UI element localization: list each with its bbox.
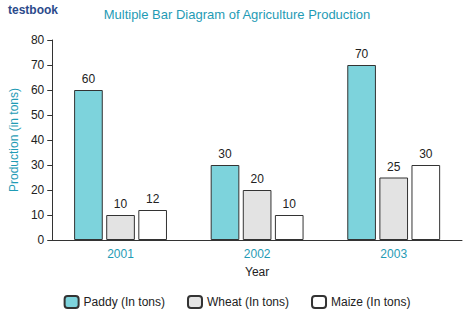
svg-text:70: 70 bbox=[355, 47, 369, 61]
svg-text:20: 20 bbox=[250, 172, 264, 186]
svg-text:30: 30 bbox=[31, 158, 45, 172]
svg-text:10: 10 bbox=[31, 208, 45, 222]
svg-text:Year: Year bbox=[245, 265, 269, 279]
svg-text:10: 10 bbox=[114, 197, 128, 211]
svg-text:Production (in tons): Production (in tons) bbox=[7, 88, 21, 192]
svg-text:Paddy (In tons): Paddy (In tons) bbox=[84, 295, 165, 309]
svg-text:Maize (In tons): Maize (In tons) bbox=[331, 295, 410, 309]
svg-text:10: 10 bbox=[283, 197, 297, 211]
svg-text:0: 0 bbox=[38, 233, 45, 247]
svg-text:2003: 2003 bbox=[380, 247, 407, 261]
svg-text:12: 12 bbox=[146, 192, 160, 206]
svg-text:Wheat (In tons): Wheat (In tons) bbox=[207, 295, 289, 309]
svg-text:60: 60 bbox=[82, 72, 96, 86]
svg-text:2002: 2002 bbox=[244, 247, 271, 261]
svg-text:40: 40 bbox=[31, 133, 45, 147]
svg-text:20: 20 bbox=[31, 183, 45, 197]
svg-text:testbook: testbook bbox=[8, 3, 58, 17]
svg-text:30: 30 bbox=[218, 147, 232, 161]
svg-text:70: 70 bbox=[31, 58, 45, 72]
svg-text:25: 25 bbox=[387, 160, 401, 174]
svg-text:30: 30 bbox=[419, 147, 433, 161]
svg-text:2001: 2001 bbox=[107, 247, 134, 261]
svg-text:50: 50 bbox=[31, 108, 45, 122]
svg-text:80: 80 bbox=[31, 33, 45, 47]
svg-text:Multiple Bar Diagram of Agricu: Multiple Bar Diagram of Agriculture Prod… bbox=[104, 7, 371, 22]
svg-text:60: 60 bbox=[31, 83, 45, 97]
